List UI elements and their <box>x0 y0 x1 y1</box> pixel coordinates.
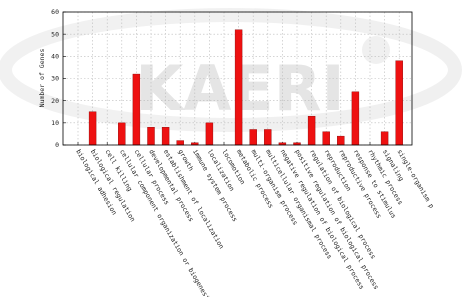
y-tick-label: 60 <box>51 8 59 16</box>
bar <box>249 129 257 146</box>
watermark-art <box>0 8 462 132</box>
y-tick-label: 30 <box>51 75 59 83</box>
bar <box>337 135 345 146</box>
bar <box>205 122 214 146</box>
y-tick-label: 40 <box>51 53 59 61</box>
y-tick-label: 10 <box>51 119 59 127</box>
bar <box>307 115 316 146</box>
bar <box>351 91 360 146</box>
bar <box>88 111 97 146</box>
bar <box>322 131 330 146</box>
bar <box>264 129 272 146</box>
bar <box>161 127 170 146</box>
bar <box>395 60 403 146</box>
plot-frame <box>62 11 413 146</box>
bar <box>147 127 155 146</box>
bar <box>176 140 184 146</box>
y-tick-label: 0 <box>55 141 59 149</box>
y-tick-label: 50 <box>51 30 59 38</box>
bar <box>132 73 141 146</box>
y-axis-label: Number of Genes <box>38 49 46 108</box>
bar <box>118 122 126 146</box>
bar <box>234 29 243 146</box>
y-tick-label: 20 <box>51 97 59 105</box>
bar <box>380 131 389 146</box>
